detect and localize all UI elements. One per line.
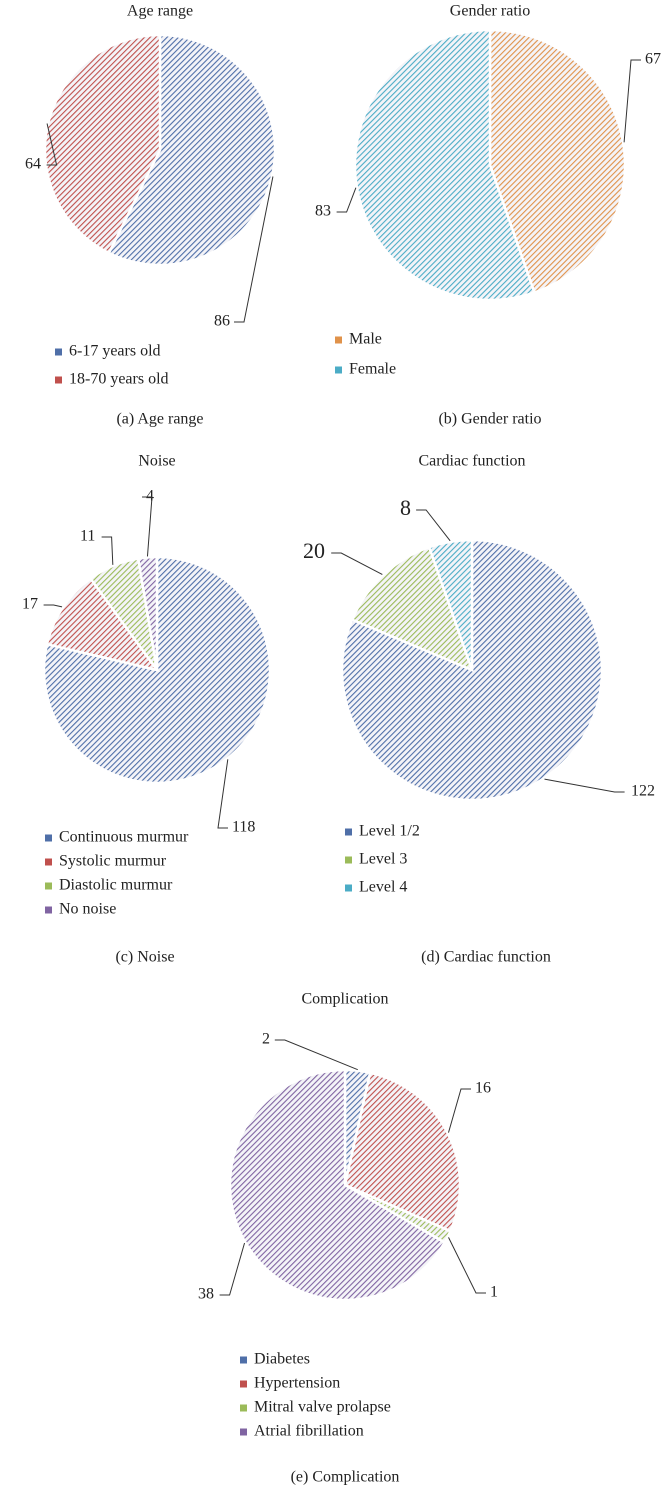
legend-label: Systolic murmur [59,853,167,870]
data-label: 122 [631,783,655,800]
legend-label: Level 3 [359,851,407,868]
data-label: 1 [490,1284,498,1301]
leader-line [623,59,641,143]
leader-line [448,1237,486,1294]
leader-line [448,1088,471,1133]
legend-label: Level 4 [359,879,407,896]
pie-slice [427,538,474,671]
data-label: 8 [400,495,411,520]
data-label: 20 [303,538,325,563]
legend-swatch [335,366,342,374]
chart-title: Gender ratio [450,3,530,20]
chart-title: Complication [301,991,388,1008]
legend-swatch [45,906,52,914]
legend-swatch [55,348,62,356]
pie-slice [343,1071,462,1233]
legend-label: Continuous murmur [59,829,189,846]
legend-swatch [240,1356,247,1364]
legend-label: Hypertension [254,1375,340,1392]
legend-label: 18-70 years old [69,371,169,388]
data-label: 17 [22,596,38,613]
leader-line [43,604,63,608]
legend-swatch [45,858,52,866]
caption: (a) Age range [116,411,203,428]
leader-line [46,123,58,166]
pie-slice [228,1068,447,1302]
legend-label: No noise [59,901,116,918]
leader-line [331,552,383,575]
legend-swatch [240,1404,247,1412]
pie-slice [136,555,159,671]
leader-line [234,176,274,323]
leader-line [336,187,357,213]
legend-swatch [335,336,342,344]
legend-label: Mitral valve prolapse [254,1399,391,1416]
leader-line [217,759,229,829]
legend-swatch [55,376,62,384]
pie-slice [488,28,627,295]
legend-swatch [240,1380,247,1388]
pie-slice [350,545,475,673]
leader-line [101,536,114,565]
pie-slice [43,33,162,255]
legend-label: Atrial fibrillation [254,1423,364,1440]
leader-line [416,509,451,542]
legend-label: Level 1/2 [359,823,420,840]
caption: (d) Cardiac function [421,949,551,966]
legend-swatch [45,834,52,842]
caption: (e) Complication [291,1469,400,1486]
legend-swatch [345,884,352,892]
pie-slice [353,28,536,302]
data-label: 83 [315,203,331,220]
leader-line [219,1242,246,1296]
caption: (b) Gender ratio [438,411,541,428]
data-label: 67 [645,51,661,68]
legend-swatch [345,856,352,864]
leader-line [544,778,625,793]
chart-title: Age range [127,3,193,20]
data-label: 86 [214,313,230,330]
pie-slice [107,33,277,267]
data-label: 38 [198,1286,214,1303]
legend-label: Male [349,331,382,348]
data-label: 64 [25,156,41,173]
chart-title: Noise [138,453,175,470]
leader-line [274,1039,358,1071]
caption: (c) Noise [115,949,174,966]
legend-label: 6-17 years old [69,343,161,360]
data-label: 4 [146,488,154,505]
legend-swatch [345,828,352,836]
pie-slice [42,555,272,785]
data-label: 118 [232,819,255,836]
data-label: 2 [262,1031,270,1048]
legend-label: Diabetes [254,1351,310,1368]
chart-title: Cardiac function [418,453,525,470]
data-label: 16 [475,1080,491,1097]
pie-slice [45,576,160,672]
legend-swatch [45,882,52,890]
legend-label: Diastolic murmur [59,877,173,894]
legend-label: Female [349,361,396,378]
legend-swatch [240,1428,247,1436]
data-label: 11 [80,528,95,545]
leader-line [142,496,153,557]
